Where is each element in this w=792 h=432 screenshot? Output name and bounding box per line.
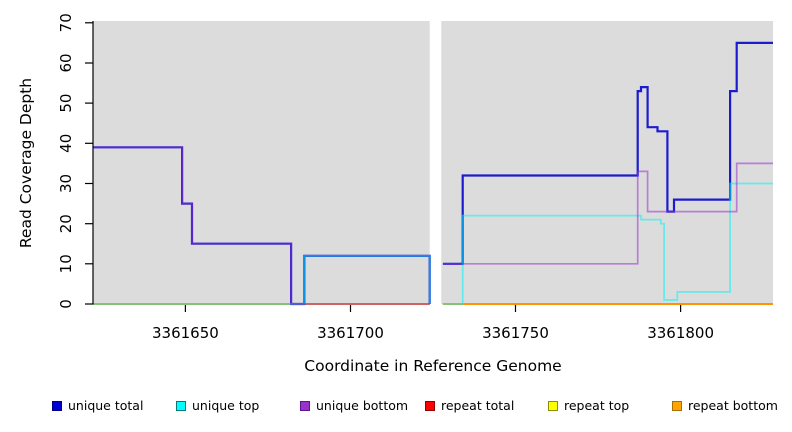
series-unique-bottom — [442, 162, 773, 265]
coverage-gap-band — [429, 21, 442, 304]
x-tick-label: 3361750 — [482, 324, 549, 342]
legend-label-repeat-total: repeat total — [441, 398, 515, 413]
legend-item-unique-top: unique top — [176, 398, 259, 413]
legend-item-repeat-total: repeat total — [425, 398, 514, 413]
y-tick-label: 10 — [57, 254, 75, 273]
legend-swatch-unique-top — [176, 400, 186, 411]
legend-item-repeat-bottom: repeat bottom — [672, 398, 778, 413]
y-tick-label: 60 — [57, 53, 75, 72]
legend-label-unique-total: unique total — [68, 398, 144, 413]
series-unique-top — [442, 182, 773, 305]
y-tick-label: 20 — [57, 214, 75, 233]
legend-label-unique-bottom: unique bottom — [316, 398, 409, 413]
y-tick-label: 40 — [57, 134, 75, 153]
series-unique-top — [93, 254, 431, 305]
x-axis-title: Coordinate in Reference Genome — [304, 357, 562, 375]
legend-item-unique-bottom: unique bottom — [300, 398, 408, 413]
legend-item-unique-total: unique total — [52, 398, 143, 413]
y-tick-label: 0 — [57, 299, 75, 309]
series-unique-bottom — [93, 146, 430, 305]
x-tick-label: 3361800 — [647, 324, 714, 342]
y-tick-label: 30 — [57, 174, 75, 193]
legend-swatch-repeat-bottom — [672, 400, 682, 411]
x-tick-label: 3361700 — [317, 324, 384, 342]
y-tick-label: 50 — [57, 94, 75, 113]
series-unique-total — [442, 41, 773, 265]
x-tick-label: 3361650 — [152, 324, 219, 342]
legend-swatch-unique-bottom — [300, 400, 310, 411]
legend-swatch-unique-total — [52, 400, 62, 411]
legend-swatch-repeat-total — [425, 400, 435, 411]
y-axis-title: Read Coverage Depth — [17, 77, 35, 249]
legend-label-repeat-top: repeat top — [564, 398, 630, 413]
legend-label-unique-top: unique top — [192, 398, 260, 413]
y-tick-label: 70 — [57, 13, 75, 32]
legend-item-repeat-top: repeat top — [548, 398, 629, 413]
legend-swatch-repeat-top — [548, 400, 558, 411]
legend-label-repeat-bottom: repeat bottom — [688, 398, 778, 413]
